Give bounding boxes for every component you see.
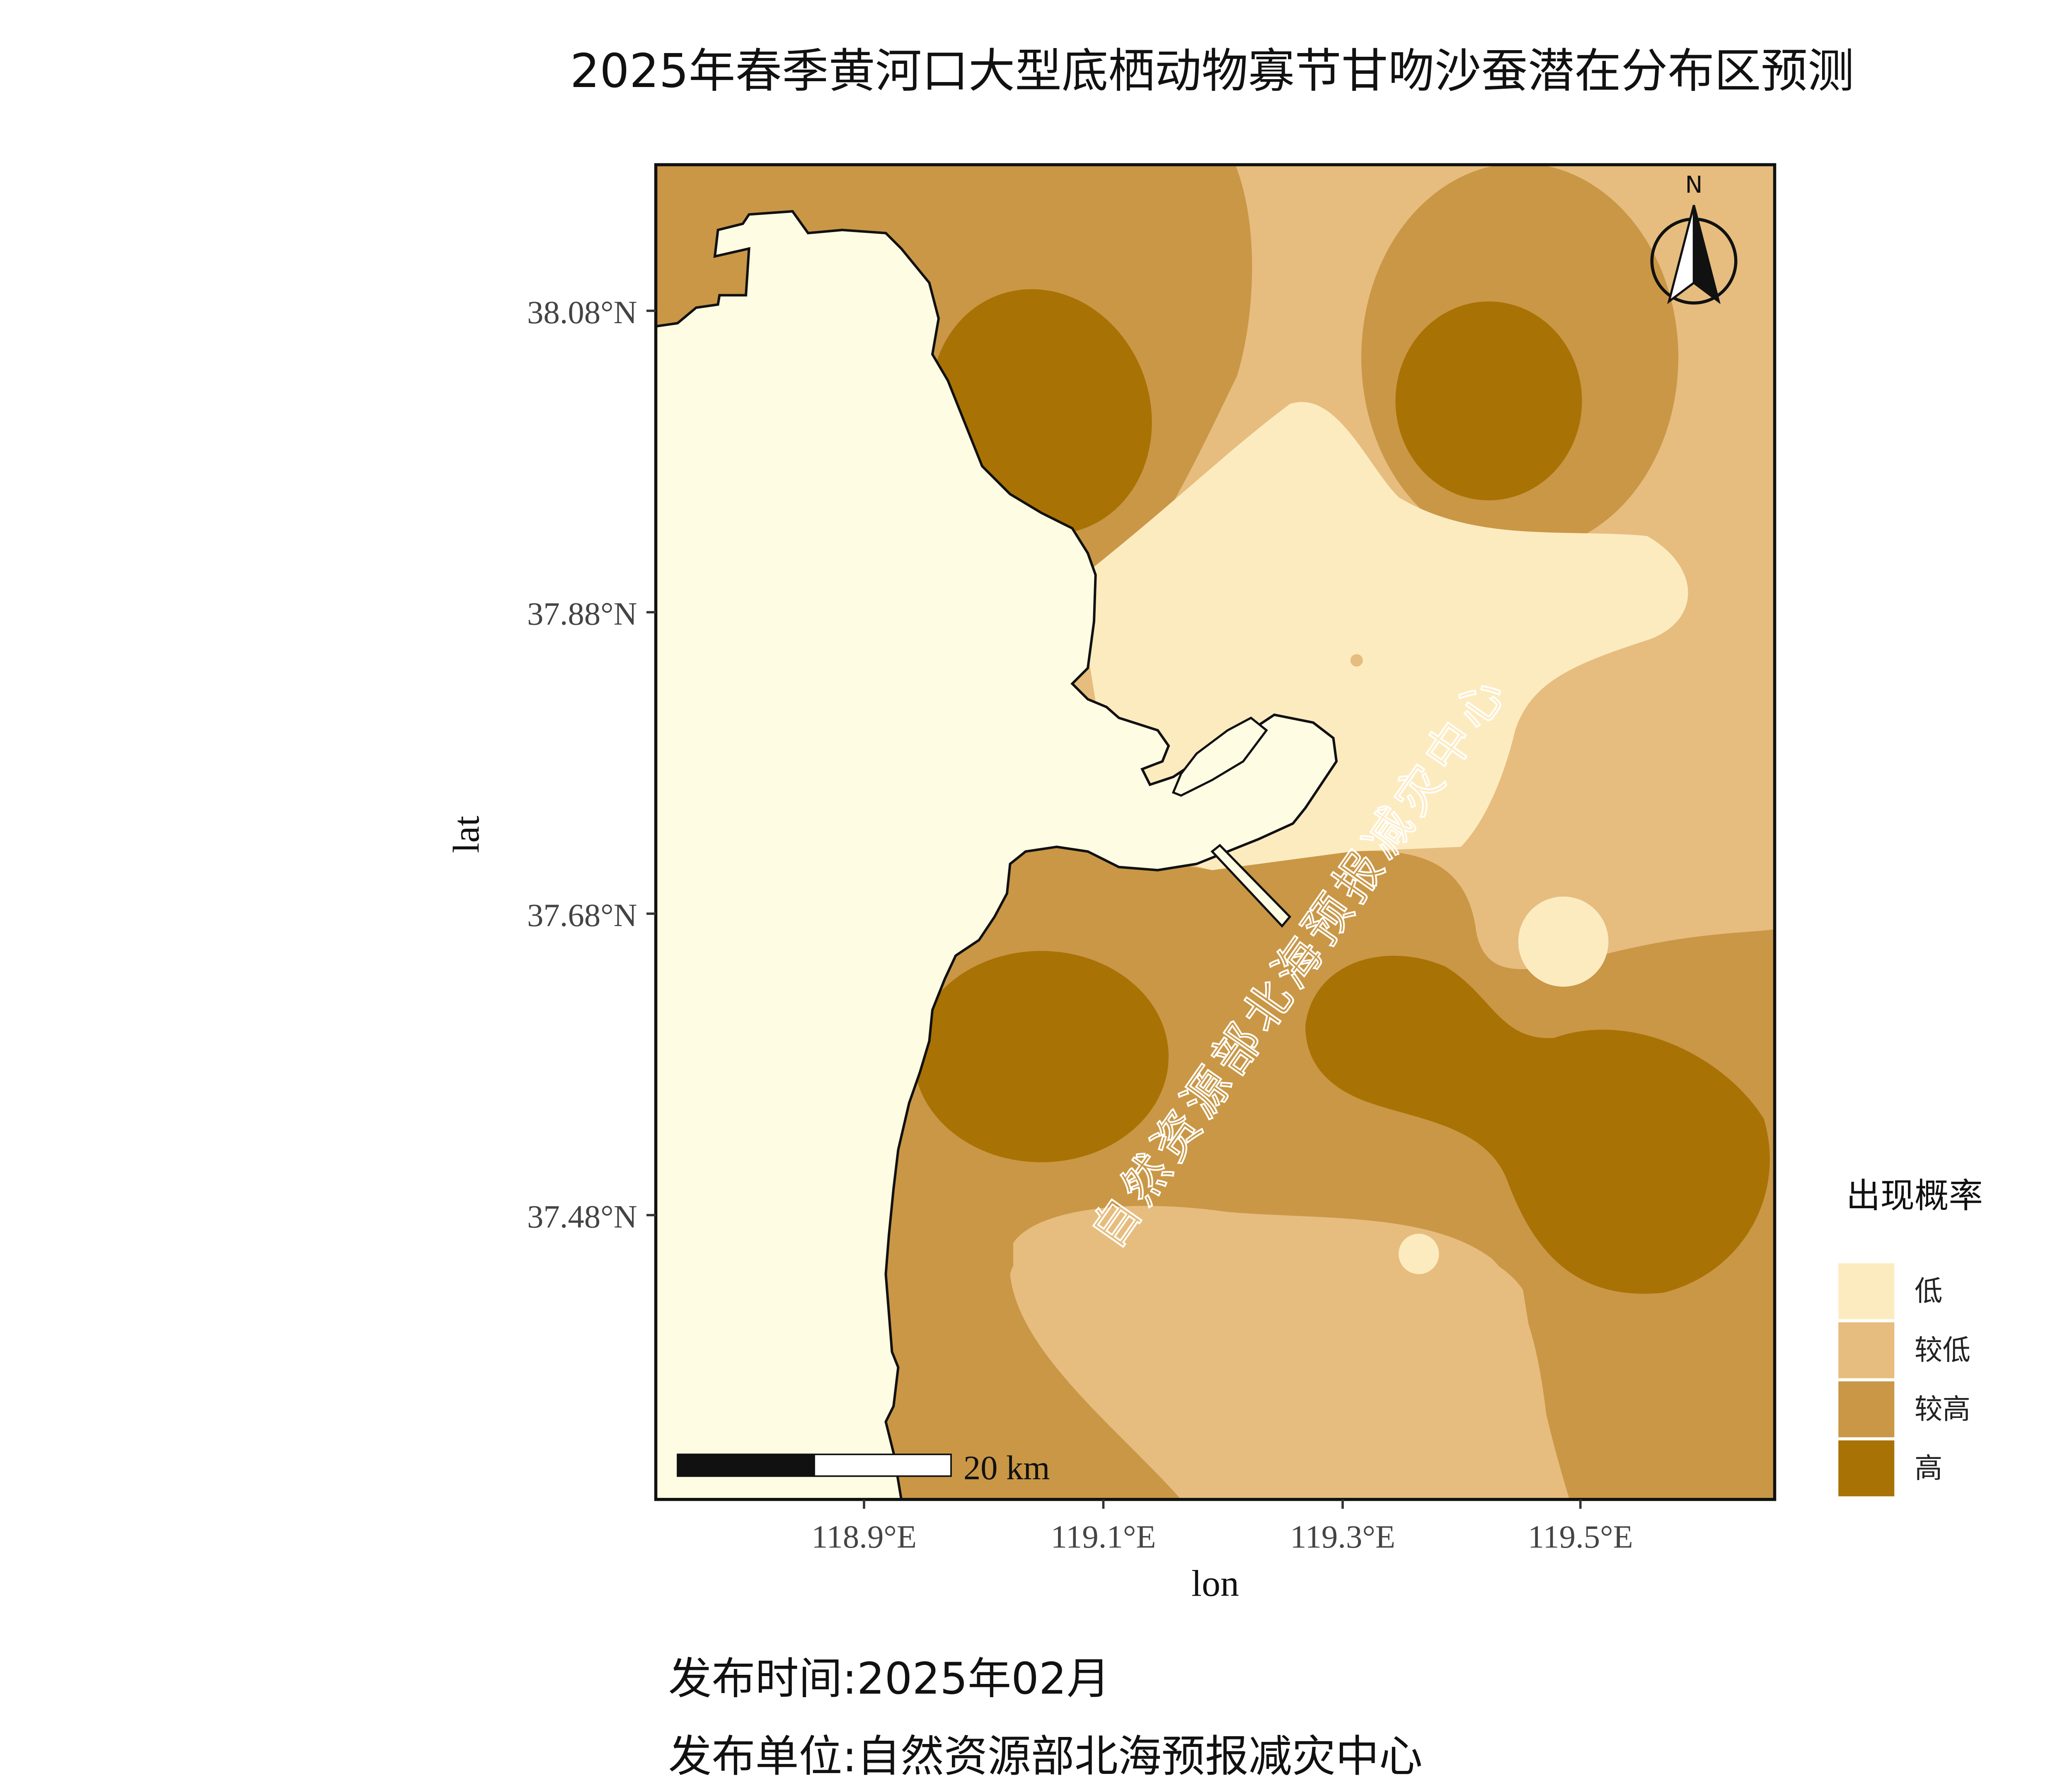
- scale-bar-white: [813, 1454, 952, 1477]
- y-axis-label: lat: [446, 816, 487, 853]
- legend-swatch-high: [1838, 1440, 1895, 1497]
- north-arrow-label: N: [1685, 172, 1702, 198]
- legend-item: 高: [1838, 1440, 1943, 1497]
- legend-label-high: 高: [1915, 1451, 1943, 1484]
- release-unit: 发布单位:自然资源部北海预报减灾中心: [668, 1731, 1423, 1782]
- map-panel: [656, 164, 1775, 1500]
- y-tick-label: 37.68°N: [527, 897, 637, 934]
- y-tick-label: 37.88°N: [527, 596, 637, 632]
- x-tick-label: 118.9°E: [811, 1519, 917, 1555]
- y-tick-label: 37.48°N: [527, 1199, 637, 1235]
- zone-lower-south: [1013, 1206, 1554, 1500]
- north-arrow-right: [1692, 205, 1721, 305]
- x-tick-label: 119.5°E: [1528, 1519, 1633, 1555]
- legend-label-lower: 较低: [1915, 1333, 1970, 1366]
- zone-low-spot-east: [1518, 896, 1609, 987]
- legend-title: 出现概率: [1846, 1176, 1983, 1216]
- scale-bar: 20 km: [677, 1449, 1050, 1487]
- x-axis: 118.9°E 119.1°E 119.3°E 119.5°E: [811, 1499, 1633, 1555]
- legend: 出现概率 低 较低 较高 高: [1838, 1176, 1983, 1497]
- zone-lower-spot-sw: [1399, 1234, 1439, 1274]
- scale-bar-label: 20 km: [963, 1449, 1050, 1487]
- x-tick-label: 119.1°E: [1051, 1519, 1156, 1555]
- legend-label-low: 低: [1915, 1275, 1943, 1307]
- zone-high-sw: [914, 951, 1169, 1162]
- release-time: 发布时间:2025年02月: [668, 1654, 1110, 1704]
- zone-lower-dot: [1350, 654, 1363, 667]
- jetty: [1210, 844, 1292, 928]
- legend-item: 低: [1838, 1263, 1943, 1319]
- map-title: 2025年春季黄河口大型底栖动物寡节甘吻沙蚕潜在分布区预测: [570, 44, 1854, 98]
- map-frame: [654, 163, 1777, 1501]
- north-arrow: N: [1650, 172, 1738, 305]
- scale-bar-black: [677, 1454, 815, 1477]
- zone-high-ne: [1395, 301, 1582, 501]
- legend-swatch-lower: [1838, 1322, 1895, 1379]
- y-tick-label: 38.08°N: [527, 295, 637, 331]
- legend-swatch-higher: [1838, 1381, 1895, 1437]
- legend-swatch-low: [1838, 1263, 1895, 1319]
- river-mouth-island: [1172, 716, 1268, 797]
- zone-high-se: [1305, 955, 1770, 1294]
- y-axis: 38.08°N 37.88°N 37.68°N 37.48°N: [527, 295, 656, 1235]
- legend-item: 较低: [1838, 1322, 1970, 1379]
- x-axis-label: lon: [1191, 1563, 1239, 1604]
- legend-item: 较高: [1838, 1381, 1970, 1437]
- legend-label-higher: 较高: [1915, 1393, 1970, 1425]
- x-tick-label: 119.3°E: [1290, 1519, 1395, 1555]
